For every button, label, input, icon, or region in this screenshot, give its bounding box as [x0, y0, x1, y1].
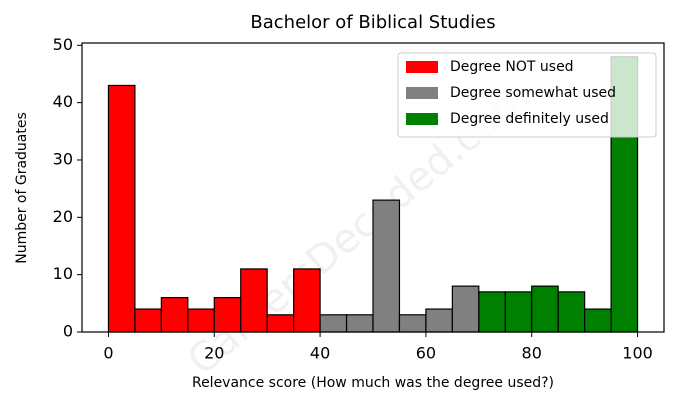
bar	[557, 291, 586, 333]
bar	[213, 296, 242, 333]
bar	[345, 314, 374, 333]
x-tick-label: 80	[522, 344, 542, 363]
y-tick-label: 30	[53, 149, 73, 168]
bar	[478, 291, 506, 333]
bar	[134, 308, 162, 333]
x-tick-label: 0	[103, 344, 113, 363]
bar	[319, 314, 348, 333]
bar	[187, 308, 215, 333]
bar	[372, 199, 401, 333]
legend-label: Degree somewhat used	[450, 85, 616, 101]
bar	[107, 84, 136, 333]
y-tick-label: 10	[53, 264, 73, 283]
legend-label: Degree NOT used	[450, 59, 574, 75]
x-tick-label: 40	[310, 344, 330, 363]
x-tick-label: 60	[416, 344, 436, 363]
legend-swatch	[406, 87, 438, 99]
bar	[504, 291, 533, 333]
x-axis-label: Relevance score (How much was the degree…	[192, 375, 554, 391]
x-tick-label: 100	[622, 344, 653, 363]
y-axis-label: Number of Graduates	[14, 112, 30, 264]
y-tick-label: 20	[53, 207, 73, 226]
bar	[584, 308, 612, 333]
y-tick-label: 40	[53, 92, 73, 111]
bar	[293, 268, 321, 333]
bar	[266, 314, 295, 333]
legend-swatch	[406, 113, 438, 125]
plot-frame	[81, 42, 665, 333]
bar	[398, 314, 427, 333]
bar	[240, 268, 268, 333]
legend-label: Degree definitely used	[450, 111, 609, 127]
bar	[160, 296, 189, 333]
chart-title: Bachelor of Biblical Studies	[250, 12, 495, 33]
legend-swatch	[406, 61, 438, 73]
y-tick-label: 0	[63, 322, 73, 341]
bar	[531, 285, 559, 333]
y-tick-label: 50	[53, 35, 73, 54]
legend-box	[397, 52, 657, 138]
bar	[425, 308, 453, 333]
x-tick-label: 20	[204, 344, 224, 363]
bar	[451, 285, 480, 333]
